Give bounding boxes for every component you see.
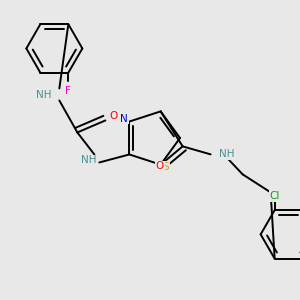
Text: F: F: [65, 86, 71, 96]
Text: Cl: Cl: [269, 191, 280, 201]
Text: NH: NH: [219, 149, 234, 159]
Text: O: O: [109, 112, 118, 122]
Text: N: N: [121, 113, 128, 124]
Text: S: S: [162, 162, 169, 172]
Text: O: O: [155, 161, 164, 171]
Text: NH: NH: [36, 91, 51, 100]
Text: NH: NH: [81, 155, 96, 166]
